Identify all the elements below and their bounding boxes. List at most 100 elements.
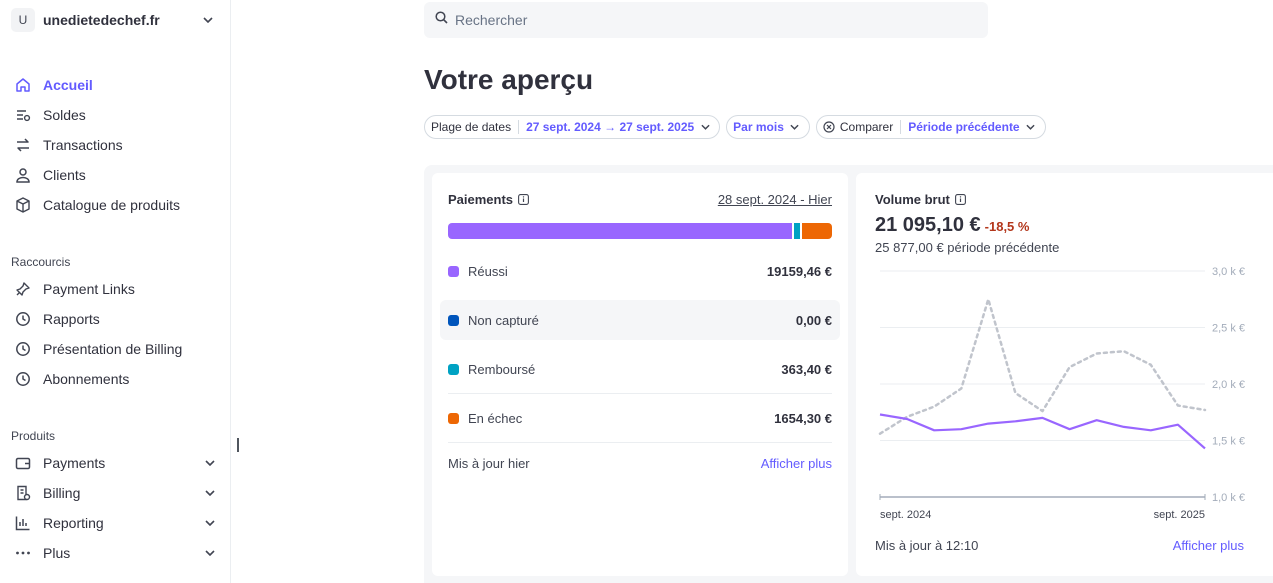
sidebar-item-label: Payment Links	[43, 281, 135, 297]
payment-row-rembourse[interactable]: Remboursé 363,40 €	[440, 349, 840, 389]
row-amount: 0,00 €	[795, 312, 832, 328]
interval-filter[interactable]: Par mois	[726, 115, 810, 139]
row-amount: 1654,30 €	[774, 410, 832, 426]
status-swatch	[448, 363, 459, 375]
sidebar-item-payments[interactable]: Payments	[13, 451, 218, 475]
payment-row-non-capture[interactable]: Non capturé 0,00 €	[440, 300, 840, 340]
payments-updated: Mis à jour hier	[448, 456, 530, 471]
sidebar-item-payment-links[interactable]: Payment Links	[13, 277, 218, 301]
home-icon	[13, 75, 33, 95]
sidebar-item-clients[interactable]: Clients	[13, 163, 218, 187]
clear-compare-icon[interactable]	[823, 121, 835, 133]
y-tick-label: 3,0 k €	[1212, 266, 1245, 278]
payment-row-echec[interactable]: En échec 1654,30 €	[440, 398, 840, 438]
sidebar-item-billing-overview[interactable]: Présentation de Billing	[13, 337, 218, 361]
row-label: Réussi	[468, 263, 508, 279]
gross-volume-card: Volume brut 21 095,10 € -18,5 % 25 877,00…	[856, 173, 1273, 576]
pin-icon	[13, 279, 33, 299]
clock-icon	[13, 369, 33, 389]
gross-volume-chart[interactable]: 3,0 k € 2,5 k € 2,0 k € 1,5 k € 1,0 k € sept.…	[856, 173, 1273, 533]
page-title: Votre aperçu	[424, 64, 594, 95]
chevron-down-icon	[202, 455, 218, 471]
payment-row-reussi[interactable]: Réussi 19159,46 €	[440, 251, 840, 291]
account-avatar: U	[11, 8, 35, 32]
payments-card: Paiements 28 sept. 2024 - Hier Réussi 19…	[432, 173, 848, 576]
sidebar-item-catalogue[interactable]: Catalogue de produits	[13, 193, 218, 217]
payments-more-link[interactable]: Afficher plus	[760, 456, 832, 471]
search-icon	[435, 11, 448, 29]
row-label: Non capturé	[468, 312, 539, 328]
volume-updated: Mis à jour à 12:10	[875, 538, 979, 553]
row-label: En échec	[468, 410, 523, 426]
sidebar-item-reporting[interactable]: Reporting	[13, 511, 218, 535]
sidebar-item-label: Soldes	[43, 107, 86, 123]
row-divider	[448, 393, 832, 394]
y-tick-label: 1,0 k €	[1212, 492, 1245, 504]
sidebar-item-accueil[interactable]: Accueil	[13, 73, 218, 97]
sidebar-resize-handle[interactable]	[237, 438, 239, 452]
volume-more-link[interactable]: Afficher plus	[1172, 538, 1244, 553]
date-range-label: Plage de dates	[431, 120, 512, 134]
sidebar-item-label: Billing	[43, 485, 81, 501]
info-icon[interactable]	[518, 194, 529, 205]
arrows-swap-icon	[13, 135, 33, 155]
chevron-down-icon	[202, 545, 218, 561]
sidebar-item-label: Abonnements	[43, 371, 130, 387]
search-input[interactable]	[455, 12, 955, 28]
products-heading: Produits	[11, 429, 56, 443]
compare-label: Comparer	[839, 120, 894, 134]
account-name: unedietedechef.fr	[43, 12, 160, 28]
chevron-down-icon	[1023, 119, 1039, 135]
sidebar: U unedietedechef.fr Accueil Soldes Trans…	[0, 0, 231, 583]
volume-previous: 25 877,00 € période précédente	[875, 240, 1060, 255]
payments-date-link[interactable]: 28 sept. 2024 - Hier	[717, 192, 832, 207]
volume-amount-wrap: 21 095,10 € -18,5 %	[875, 214, 1029, 237]
interval-value: Par mois	[733, 120, 784, 134]
previous-period-line	[878, 298, 1207, 435]
account-switcher[interactable]: U unedietedechef.fr	[11, 8, 216, 32]
chevron-down-icon	[200, 12, 216, 28]
sidebar-item-label: Plus	[43, 545, 71, 561]
search-bar[interactable]	[424, 2, 988, 38]
row-amount: 363,40 €	[781, 361, 832, 377]
row-amount: 19159,46 €	[766, 263, 832, 279]
sidebar-item-abonnements[interactable]: Abonnements	[13, 367, 218, 391]
sidebar-item-label: Transactions	[43, 137, 123, 153]
payments-title-wrap: Paiements	[448, 192, 529, 207]
wallet-icon	[13, 453, 33, 473]
y-tick-label: 1,5 k €	[1212, 436, 1245, 448]
row-divider	[448, 442, 832, 443]
sidebar-item-rapports[interactable]: Rapports	[13, 307, 218, 331]
sidebar-item-label: Présentation de Billing	[43, 341, 183, 357]
sidebar-item-billing[interactable]: Billing	[13, 481, 218, 505]
stack-segment	[802, 223, 832, 239]
row-label: Remboursé	[468, 361, 536, 377]
sidebar-item-label: Reporting	[43, 515, 104, 531]
stack-segment	[448, 223, 792, 239]
sidebar-item-plus[interactable]: Plus	[13, 541, 218, 565]
chevron-down-icon	[202, 515, 218, 531]
clock-icon	[13, 309, 33, 329]
info-icon[interactable]	[954, 194, 966, 205]
payments-title: Paiements	[448, 192, 514, 207]
sidebar-item-soldes[interactable]: Soldes	[13, 103, 218, 127]
sidebar-item-label: Accueil	[43, 77, 93, 93]
date-range-value: 27 sept. 2024 → 27 sept. 2025	[526, 120, 695, 134]
compare-filter[interactable]: Comparer Période précédente	[815, 115, 1046, 139]
y-tick-label: 2,5 k €	[1212, 323, 1245, 335]
date-range-filter[interactable]: Plage de dates 27 sept. 2024 → 27 sept. …	[424, 115, 721, 139]
sidebar-item-label: Rapports	[43, 311, 100, 327]
volume-change: -18,5 %	[984, 219, 1030, 234]
x-tick-label: sept. 2025	[1154, 509, 1205, 521]
sidebar-item-label: Catalogue de produits	[43, 197, 180, 213]
status-swatch	[448, 412, 459, 424]
sidebar-item-transactions[interactable]: Transactions	[13, 133, 218, 157]
clock-icon	[13, 339, 33, 359]
status-swatch	[448, 265, 459, 277]
filter-bar: Plage de dates 27 sept. 2024 → 27 sept. …	[424, 115, 1046, 139]
bar-chart-icon	[13, 513, 33, 533]
volume-title: Volume brut	[875, 192, 950, 207]
balances-icon	[13, 105, 33, 125]
x-tick-label: sept. 2024	[880, 509, 931, 521]
chevron-down-icon	[787, 119, 803, 135]
